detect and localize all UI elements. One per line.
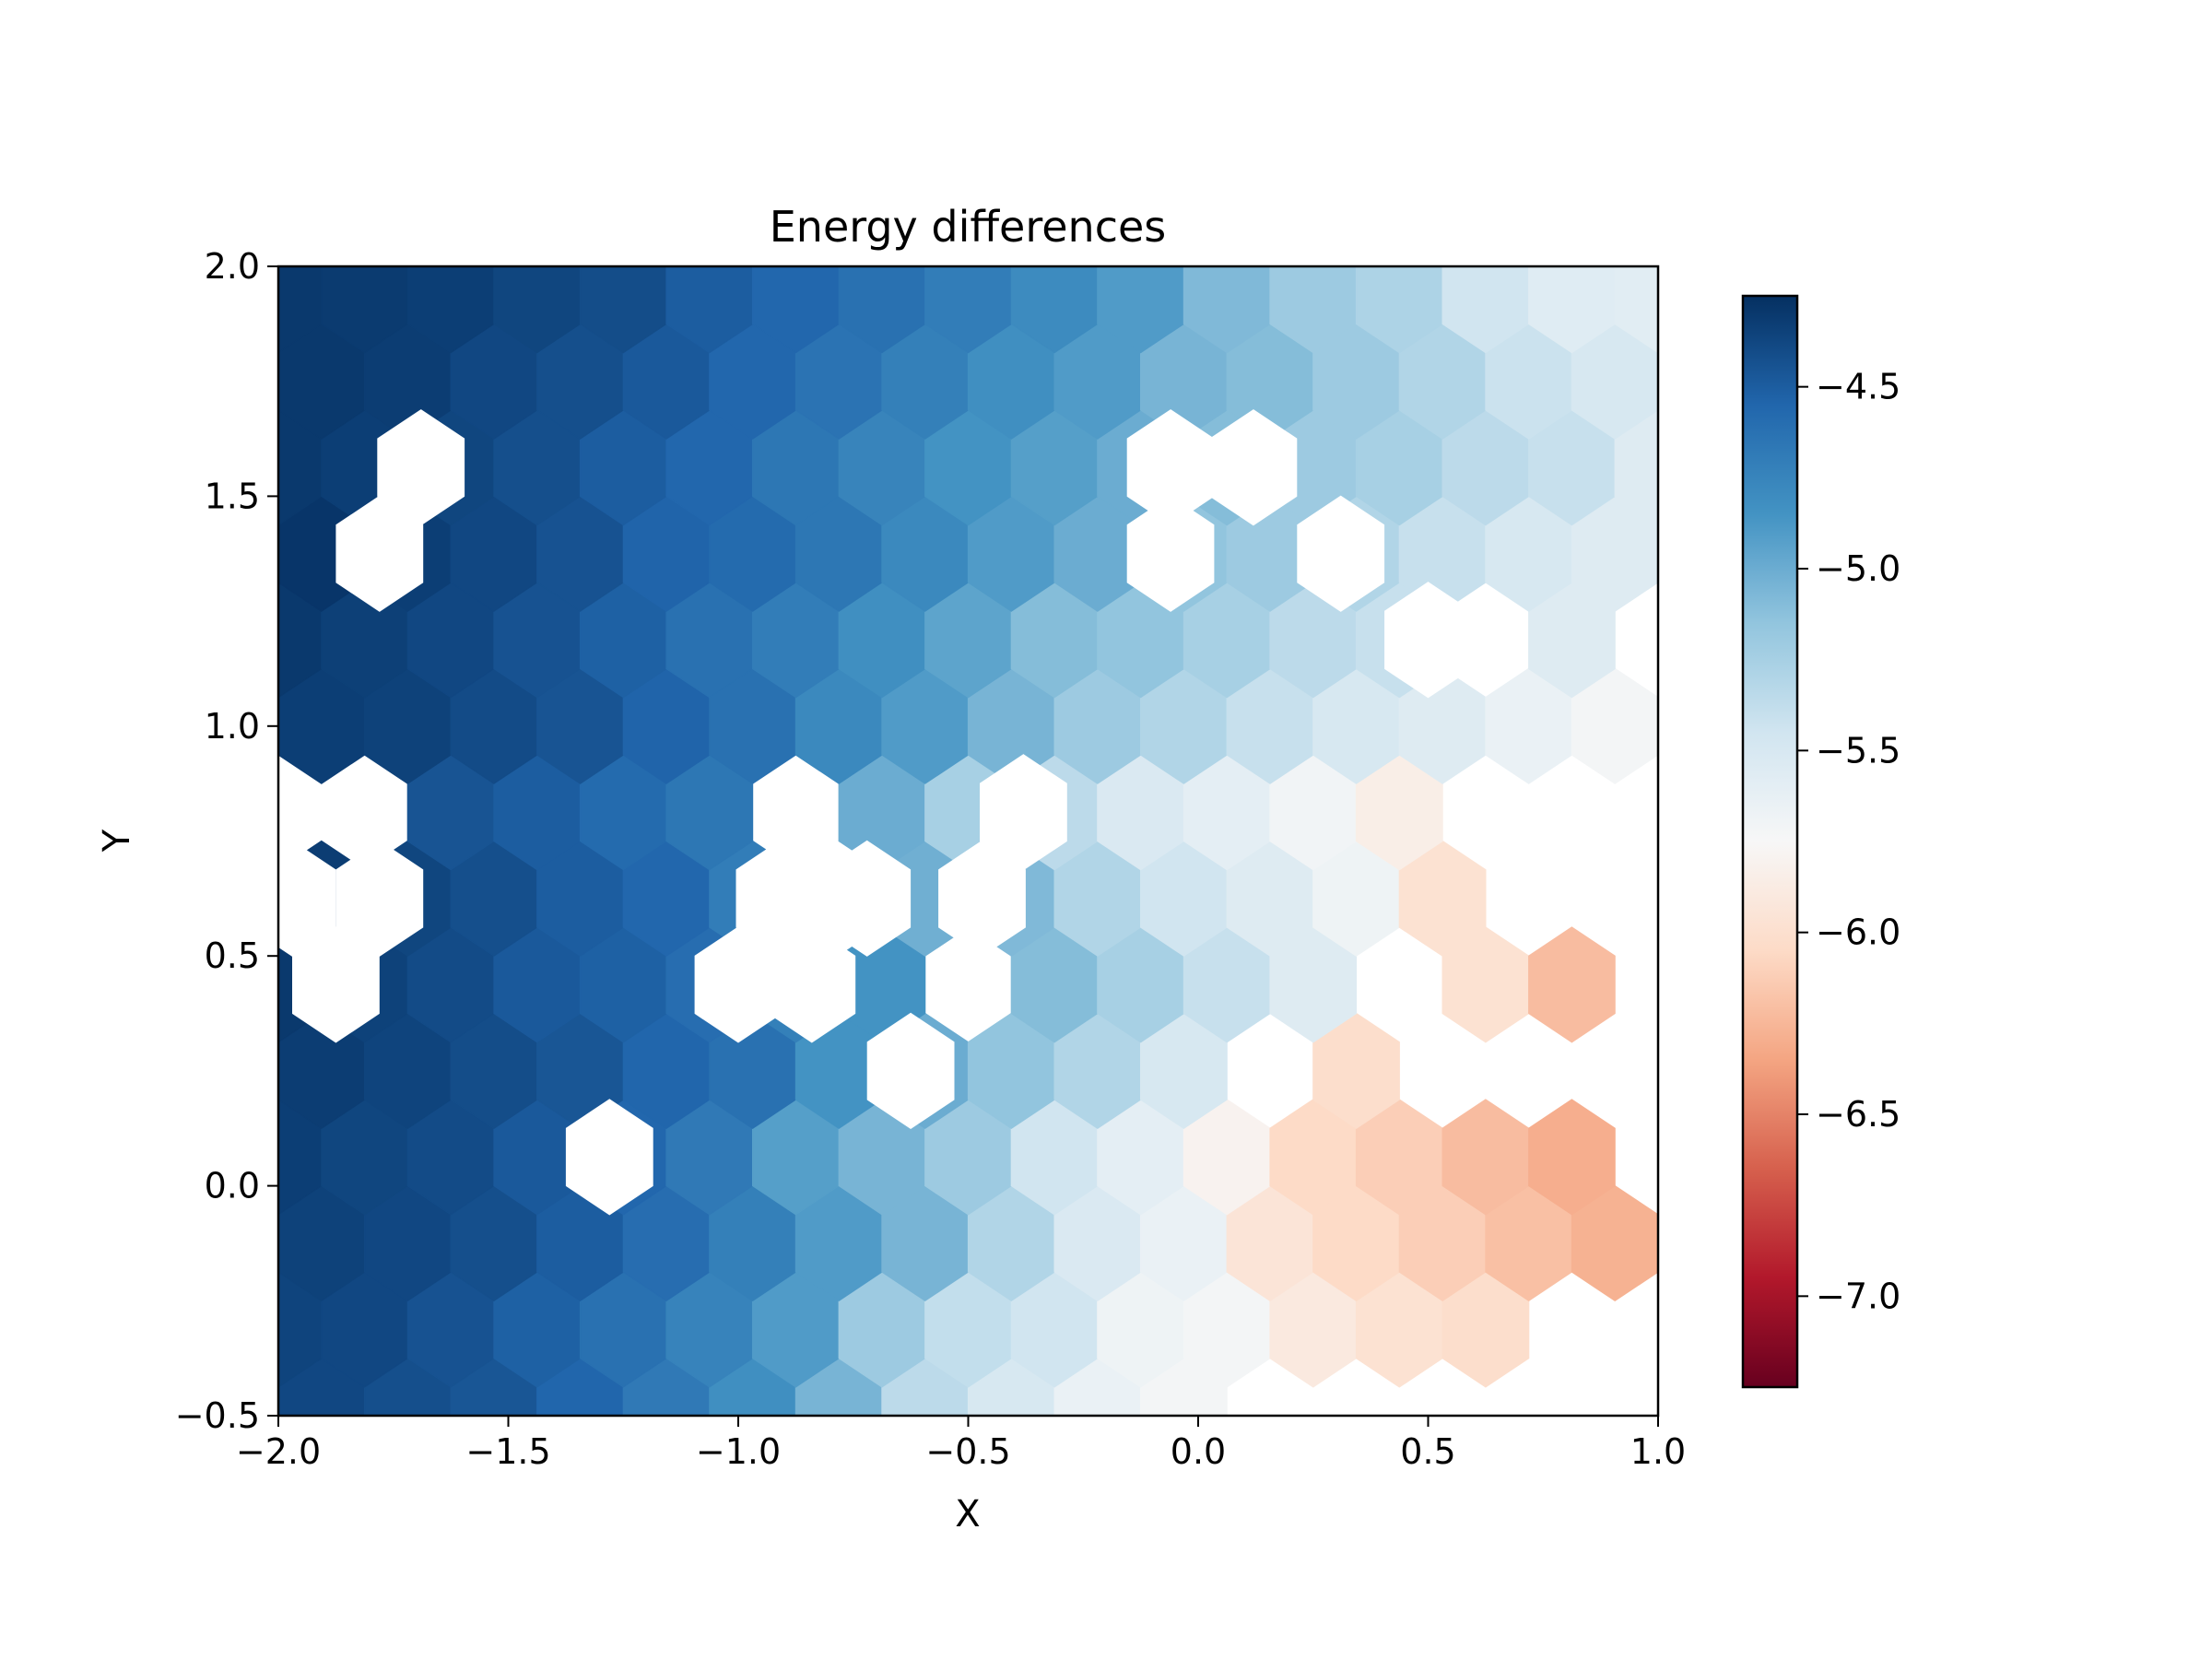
hex-bin <box>665 266 754 354</box>
hex-bin <box>1269 266 1358 354</box>
empty-hex-bin <box>335 495 424 612</box>
x-axis: −2.0 −1.5 −1.0 −0.5 0.0 0.5 1.0 <box>236 1416 1686 1472</box>
empty-hex-bin <box>1384 582 1472 699</box>
y-tick-label: 0.0 <box>205 1166 260 1206</box>
empty-hex-bin <box>1209 409 1298 526</box>
empty-hex-bin <box>1297 495 1385 612</box>
y-tick-label: 1.0 <box>205 706 260 747</box>
colorbar-tick-label: −6.0 <box>1816 912 1900 953</box>
chart-title: Energy differences <box>770 202 1167 252</box>
empty-hex-bin <box>1126 495 1215 612</box>
hex-bin <box>1355 266 1443 354</box>
hex-bin <box>1528 266 1616 354</box>
y-tick-label: 2.0 <box>205 246 260 287</box>
x-tick-label: 1.0 <box>1630 1431 1686 1472</box>
colorbar-gradient <box>1743 296 1797 1387</box>
hex-bin <box>1528 926 1616 1043</box>
y-tick-label: 1.5 <box>205 476 260 516</box>
empty-hex-bin <box>979 754 1067 871</box>
y-axis-label: Y <box>96 829 138 853</box>
hex-bin <box>1097 266 1185 354</box>
hex-bin <box>924 266 1012 354</box>
colorbar-tick-label: −4.5 <box>1816 367 1900 407</box>
colorbar: −4.5 −5.0 −5.5 −6.0 −6.5 −7.0 <box>1741 294 1900 1389</box>
hex-bin <box>838 266 926 354</box>
hex-bin <box>1614 266 1658 354</box>
empty-hex-bin <box>377 409 465 526</box>
empty-hex-bin <box>938 840 1026 957</box>
empty-hex-bin <box>565 1099 653 1216</box>
hex-bin <box>1441 266 1530 354</box>
hex-bin <box>278 266 323 354</box>
empty-hex-bin <box>866 1012 955 1130</box>
colorbar-tick-label: −5.0 <box>1816 548 1900 589</box>
hex-bin <box>493 266 582 354</box>
y-tick-label: 0.5 <box>205 935 260 976</box>
hex-bin <box>321 266 408 354</box>
hexbin-plot-area <box>278 266 1658 1416</box>
colorbar-frame <box>1741 294 1799 1389</box>
hex-bin <box>579 266 667 354</box>
x-tick-label: −2.0 <box>236 1431 321 1472</box>
y-axis: −0.5 0.0 0.5 1.0 1.5 2.0 <box>175 246 278 1436</box>
empty-hex-bin <box>823 840 912 957</box>
x-tick-label: −1.0 <box>696 1431 781 1472</box>
colorbar-tick-label: −6.5 <box>1816 1094 1900 1135</box>
hex-bin <box>1528 1099 1616 1216</box>
x-tick-label: 0.0 <box>1171 1431 1226 1472</box>
hex-bin <box>406 266 495 354</box>
empty-hex-bin <box>768 926 856 1043</box>
colorbar-tick-label: −7.0 <box>1816 1276 1900 1316</box>
y-tick-label: −0.5 <box>175 1395 260 1436</box>
x-axis-label: X <box>955 1493 980 1535</box>
x-tick-label: 0.5 <box>1400 1431 1455 1472</box>
empty-hex-bin <box>292 926 380 1043</box>
colorbar-tick-label: −5.5 <box>1816 730 1900 771</box>
x-tick-label: −1.5 <box>465 1431 550 1472</box>
hex-bin <box>751 266 840 354</box>
colorbar-ticks: −4.5 −5.0 −5.5 −6.0 −6.5 −7.0 <box>1797 367 1900 1316</box>
hex-bin <box>1657 524 1658 583</box>
hex-bin <box>1010 266 1099 354</box>
hex-bin <box>1182 266 1271 354</box>
x-tick-label: −0.5 <box>925 1431 1010 1472</box>
hex-bin <box>1657 351 1658 411</box>
